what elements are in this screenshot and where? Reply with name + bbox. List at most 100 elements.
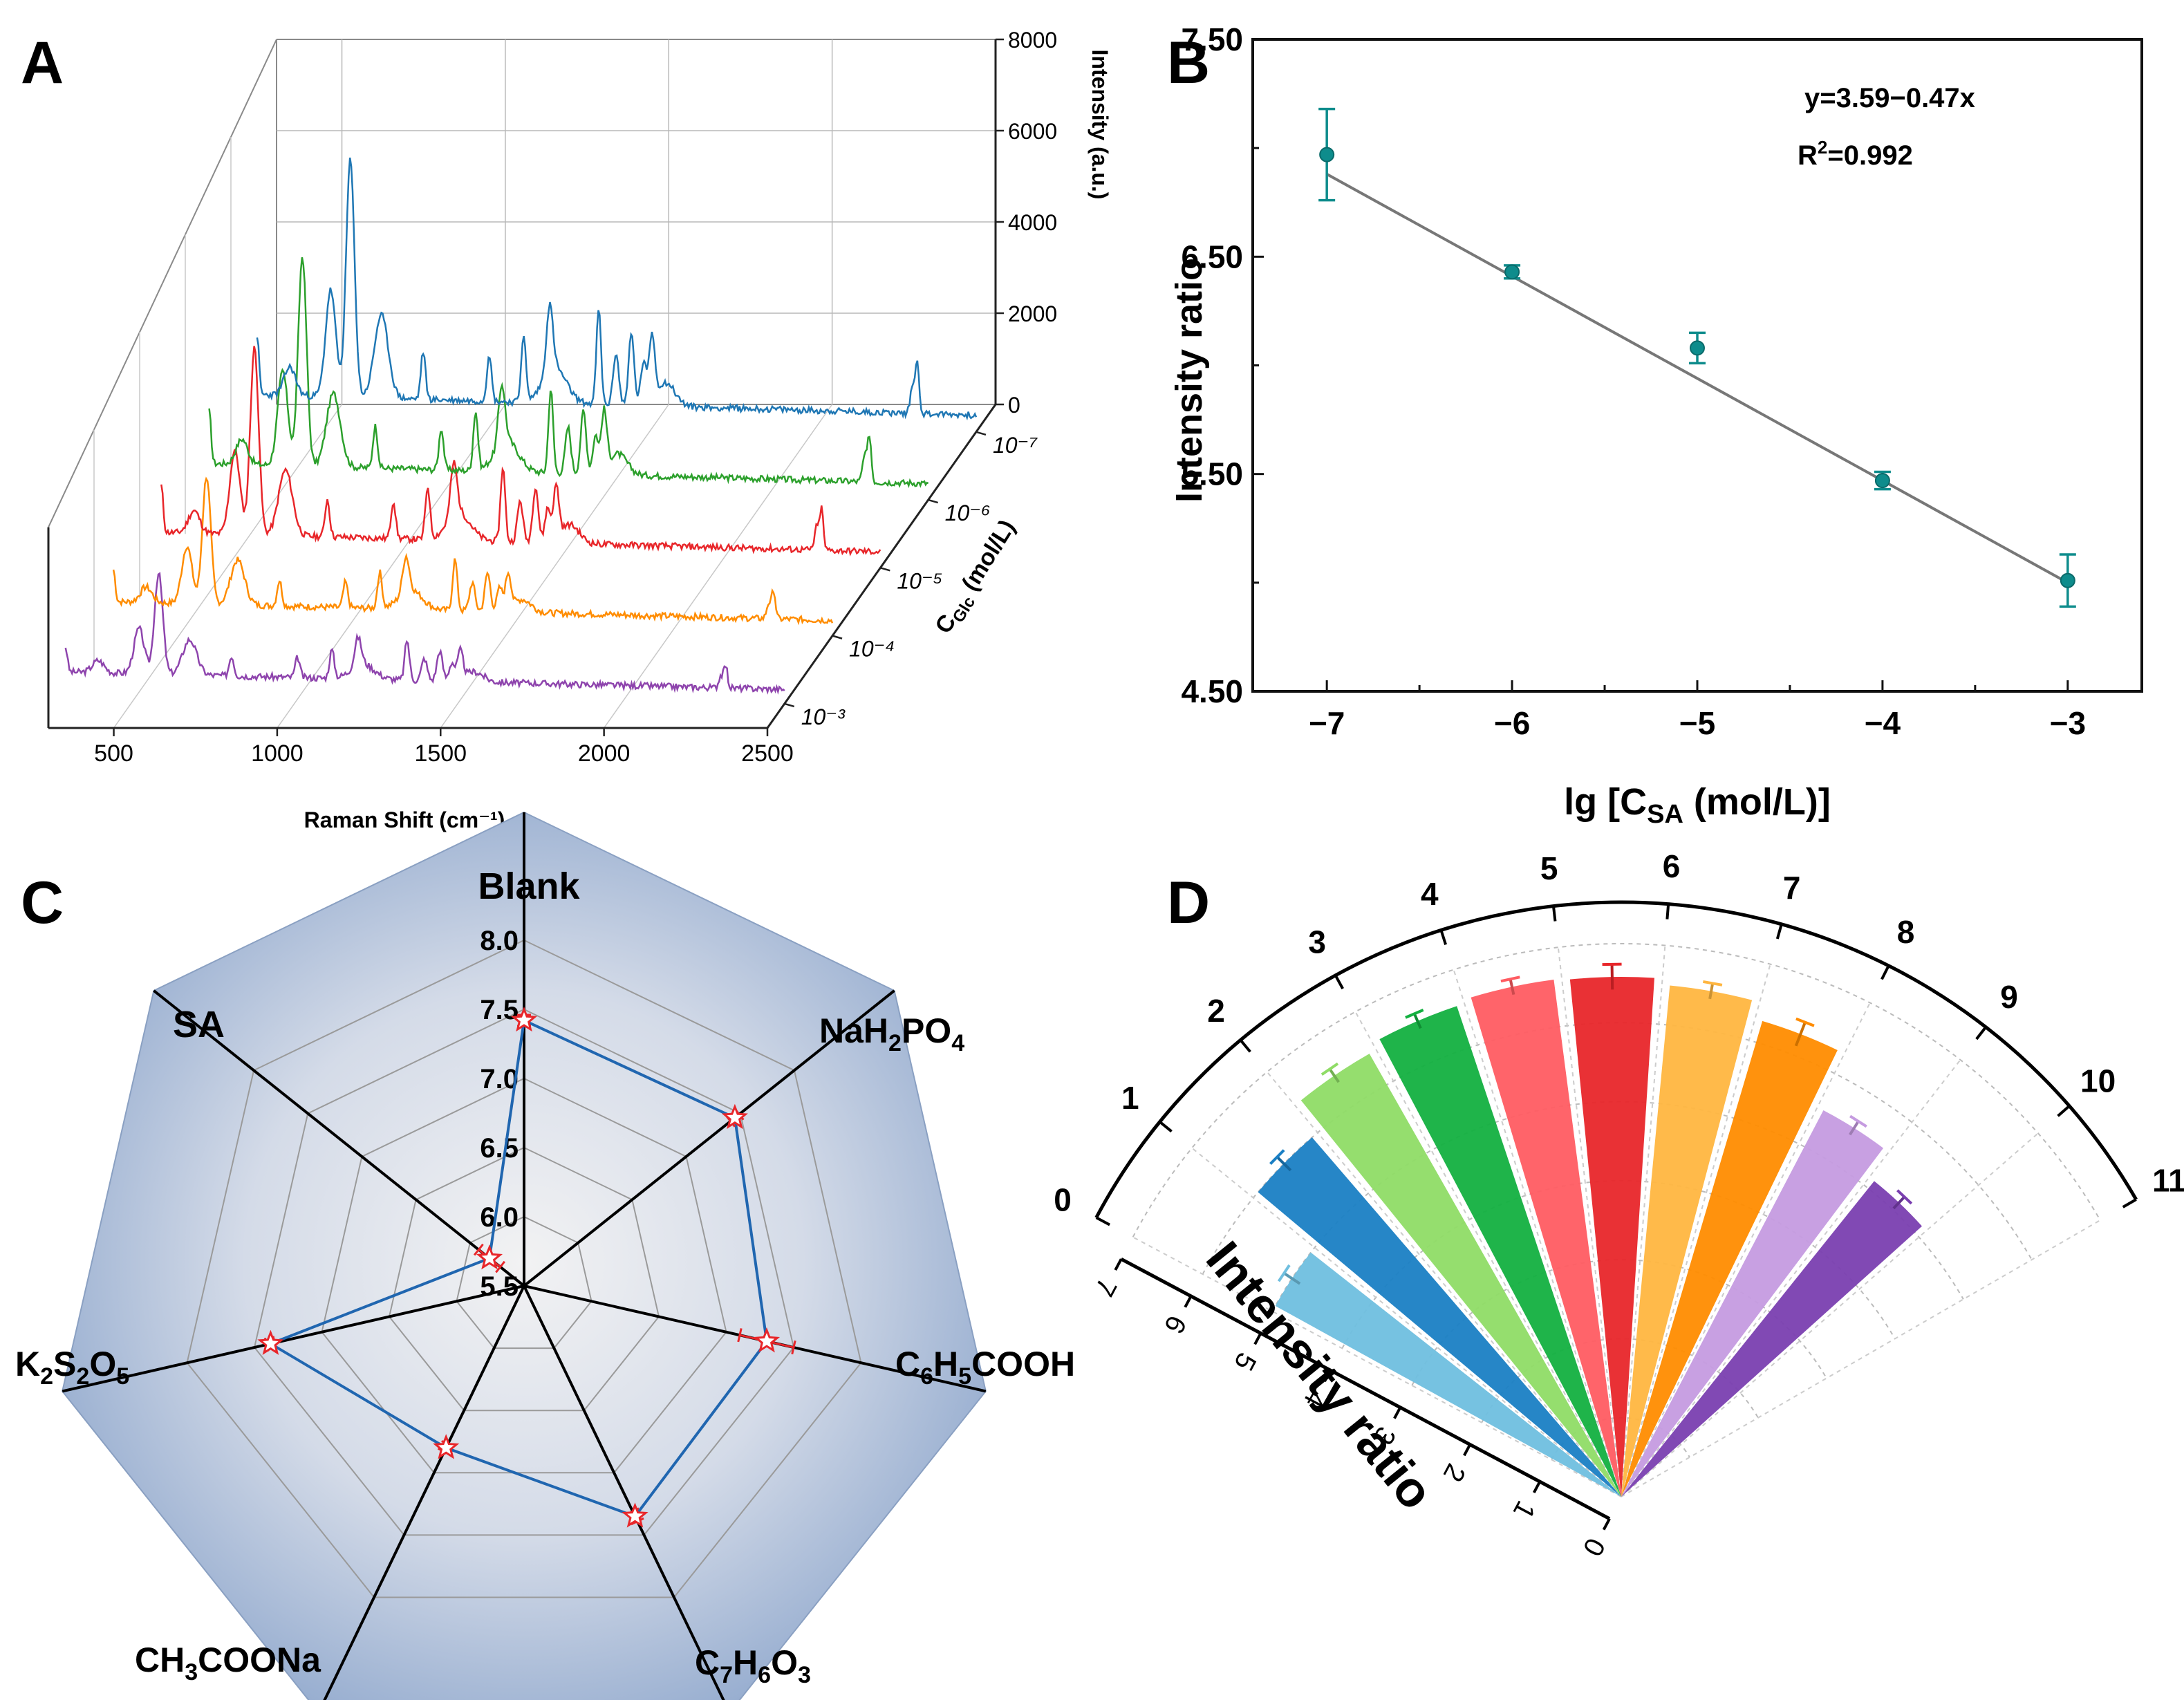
radar-tick-label: 6.5 xyxy=(480,1133,519,1164)
polar-angle-tick xyxy=(1975,1026,1987,1040)
panel-b-fit-equation: y=3.59−0.47x xyxy=(1804,83,1975,113)
radar-label-c7h6o3: C7H6O3 xyxy=(695,1643,811,1688)
panel-a-y-title: Intensity (a.u.) xyxy=(1088,50,1112,200)
polar-spoke xyxy=(1266,1071,1622,1497)
radar-label-k2s2o5: K2S2O5 xyxy=(15,1345,129,1390)
panel-c-plot: 5.5 6.0 6.5 7.0 7.5 8.0 xyxy=(62,811,987,1700)
z-tick-label: 10⁻⁴ xyxy=(849,637,895,662)
floor-gridline xyxy=(113,404,343,729)
x-tick-label: −7 xyxy=(1309,705,1345,741)
panel-a-grid xyxy=(47,39,996,729)
y-tick-label: 6.50 xyxy=(1181,239,1243,274)
polar-bar-6 xyxy=(1621,985,1753,1497)
plot-frame xyxy=(1251,38,2143,693)
polar-angle-label: 9 xyxy=(2000,979,2018,1015)
panel-b-y-title: Intensity ratio xyxy=(1168,258,1210,503)
radar-marker xyxy=(622,1502,648,1528)
radar-spoke xyxy=(62,1285,525,1393)
radar-ring xyxy=(388,1146,660,1412)
polar-error-bar xyxy=(1892,1195,1906,1210)
polar-angle-tick xyxy=(2122,1198,2137,1208)
polar-spoke xyxy=(1621,1132,2039,1497)
polar-bar-4 xyxy=(1471,980,1621,1497)
radar-error-cap xyxy=(791,1340,796,1355)
radar-ring xyxy=(186,939,862,1598)
x-tick-label: −5 xyxy=(1679,705,1715,741)
data-point xyxy=(1874,473,1890,489)
radar-label-nah2po4: NaH2PO4 xyxy=(819,1011,964,1056)
radar-tick-label: 6.0 xyxy=(480,1202,519,1233)
z-tick-label: 10⁻⁶ xyxy=(945,501,991,525)
z-axis-line xyxy=(766,404,997,729)
radar-marker xyxy=(721,1103,748,1130)
z-tick xyxy=(976,431,987,436)
polar-bar-2 xyxy=(1300,1054,1621,1497)
panel-a-axes: 500 1000 1500 2000 2500 0 2000 4000 6000 8000 10⁻³… xyxy=(48,28,1057,767)
y-tick-label: 6000 xyxy=(1008,119,1057,144)
polar-error-bar xyxy=(1794,1022,1807,1047)
x-tick-label: 2500 xyxy=(741,740,794,767)
z-tick xyxy=(832,635,843,639)
panel-c-radar: 5.5 6.0 6.5 7.0 7.5 8.0 Blank NaH2PO4 C6H5COO… xyxy=(15,811,1075,1700)
z-tick-label: 10⁻⁷ xyxy=(993,433,1038,458)
polar-angle-tick xyxy=(1665,904,1670,919)
polar-radial-tick xyxy=(1323,1370,1332,1383)
polar-angle-tick xyxy=(2057,1105,2071,1117)
radar-marker xyxy=(433,1434,460,1459)
polar-bar-5 xyxy=(1569,977,1654,1497)
polar-error-cap xyxy=(1795,1017,1815,1027)
polar-spoke xyxy=(1621,1059,1961,1497)
polar-error-bar xyxy=(1708,983,1715,1000)
polar-error-bar xyxy=(1328,1068,1340,1083)
spectrum-line-0 xyxy=(64,572,785,695)
radar-spoke xyxy=(523,1285,725,1700)
y-tick-label: 0 xyxy=(1008,393,1020,418)
polar-bar-8 xyxy=(1621,1110,1884,1497)
panel-a-z-title: CGlc (mol/L) xyxy=(930,515,1024,640)
radar-tick-label: 5.5 xyxy=(480,1271,519,1302)
polar-spoke xyxy=(1557,947,1622,1497)
panel-a-x-title: Raman Shift (cm⁻¹) xyxy=(304,807,505,832)
panel-b-calibration: 4.505.506.507.50−7 −6 −5 −4 −3 y=3.59−0.47x … xyxy=(1168,21,2143,829)
polar-angle-label: 3 xyxy=(1308,924,1326,960)
x-tick-label: 2000 xyxy=(578,740,631,767)
polar-angle-label: 4 xyxy=(1421,876,1439,912)
radar-marker xyxy=(510,1006,538,1032)
polar-radial-label: 0 xyxy=(1577,1533,1611,1560)
z-tick xyxy=(784,702,795,708)
polar-angle-label: 7 xyxy=(1783,870,1801,906)
radar-label-blank: Blank xyxy=(478,866,580,907)
polar-spoke xyxy=(1132,1236,1622,1497)
z-tick-label: 10⁻⁵ xyxy=(897,568,942,593)
radar-series-line xyxy=(267,1018,769,1518)
fit-line xyxy=(1326,173,2069,584)
polar-spoke xyxy=(1191,1147,1622,1497)
x-tick-label: 1000 xyxy=(251,740,304,767)
polar-error-cap xyxy=(1849,1114,1867,1128)
polar-radial-tick xyxy=(1602,1517,1611,1531)
radar-tick-label: 7.5 xyxy=(480,995,519,1025)
panel-b-plot: 4.50 5.50 6.50 7.50 −7 −6 −5 −4 −3 xyxy=(1181,21,2143,741)
polar-spoke xyxy=(1621,964,1771,1497)
polar-angle-label: 6 xyxy=(1663,848,1681,884)
y-tick-label: 4000 xyxy=(1008,210,1057,235)
x-tick-label: −3 xyxy=(2050,705,2086,741)
panel-a-raman-3d: 500 1000 1500 2000 2500 0 2000 4000 6000 8000 10⁻³… xyxy=(47,28,1112,832)
radar-marker xyxy=(257,1329,284,1355)
data-point xyxy=(2060,572,2075,588)
polar-angle-tick xyxy=(1159,1121,1173,1133)
polar-spoke xyxy=(1621,1220,2101,1497)
spectrum-line-4 xyxy=(256,157,978,421)
x-tick-label: 1500 xyxy=(414,740,467,767)
radar-ring xyxy=(253,1008,795,1536)
polar-angle-tick xyxy=(1551,906,1557,922)
polar-radial-tick xyxy=(1184,1295,1193,1308)
floor-gridline xyxy=(277,404,506,729)
side-wall-top xyxy=(48,39,277,528)
polar-angle-tick xyxy=(1439,929,1448,945)
radar-spoke xyxy=(323,1285,525,1700)
polar-error-bar xyxy=(1276,1156,1292,1172)
radar-ring xyxy=(321,1077,727,1474)
polar-angle-label: 11 xyxy=(2152,1163,2184,1199)
